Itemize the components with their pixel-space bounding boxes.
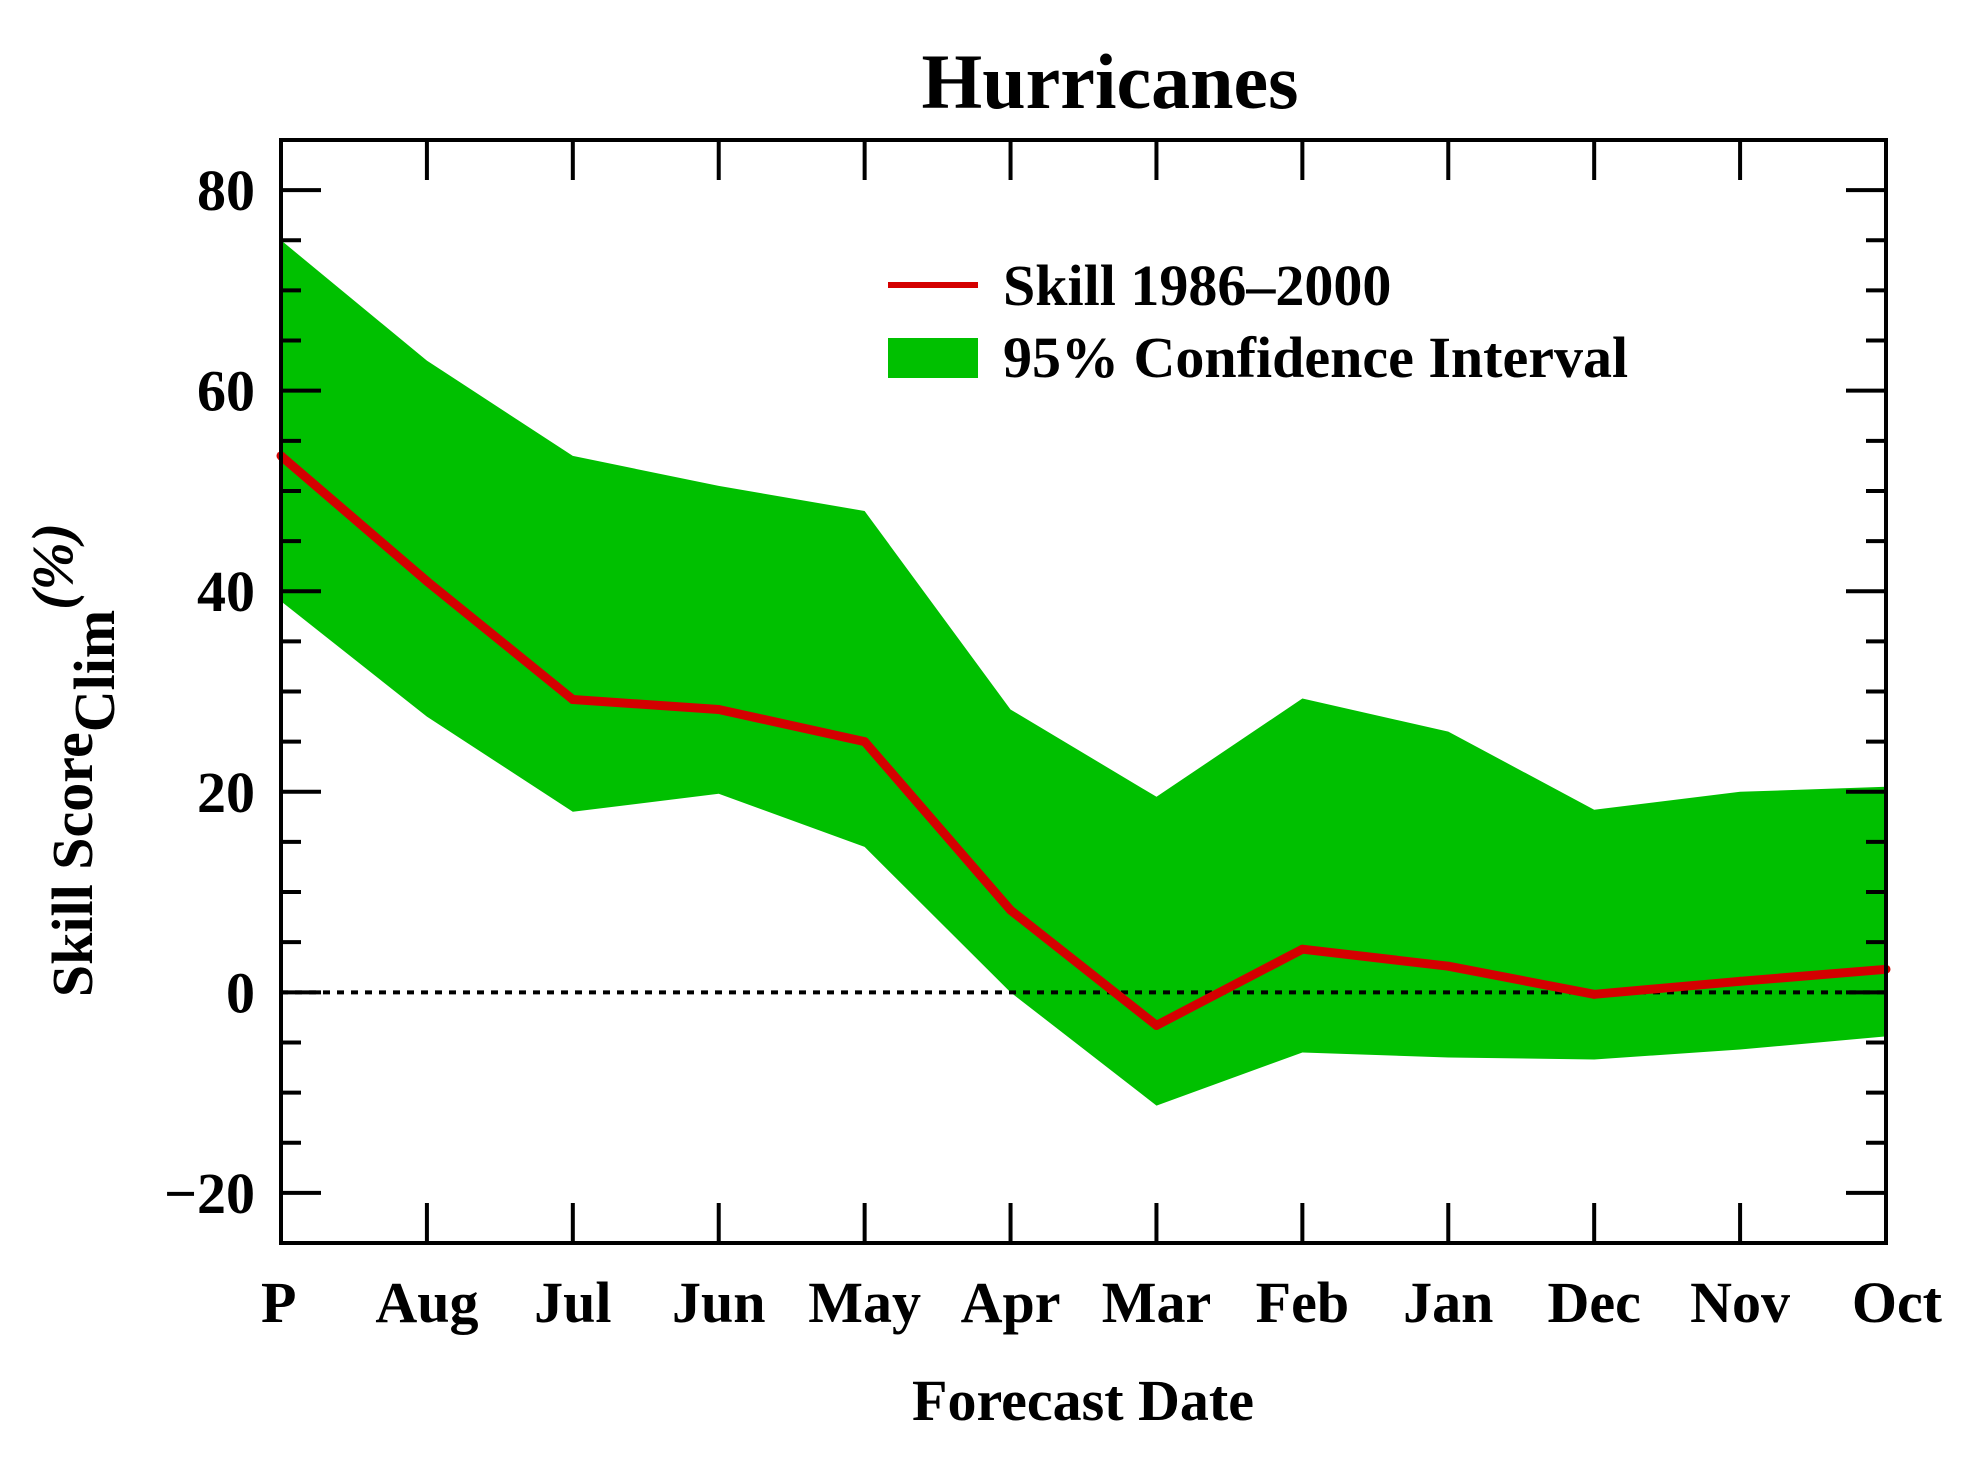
y-tick-label: 40 (197, 559, 255, 624)
y-axis-title-sub: Clim (62, 610, 127, 732)
x-tick-label-dec: Dec (1547, 1270, 1640, 1335)
skill-point-apr (1006, 905, 1016, 915)
x-axis-title: Forecast Date (912, 1368, 1254, 1433)
legend-label-confidence: 95% Confidence Interval (1003, 325, 1628, 390)
x-tick-label-jun: Jun (672, 1270, 766, 1335)
skill-point-jan (1443, 961, 1453, 971)
skill-point-feb (1297, 944, 1307, 954)
skill-point-nov (1735, 976, 1745, 986)
skill-line-layer (276, 451, 1891, 1030)
legend-label-skill: Skill 1986–2000 (1003, 253, 1391, 318)
x-tick-label-jan: Jan (1403, 1270, 1493, 1335)
x-tick-label-mar: Mar (1102, 1270, 1212, 1335)
skill-point-jul (568, 695, 578, 705)
skill-point-aug (422, 576, 432, 586)
legend-band-swatch (888, 338, 978, 378)
skill-point-dec (1589, 989, 1599, 999)
x-tick-label-p: P (261, 1270, 296, 1335)
legend: Skill 1986–2000 95% Confidence Interval (888, 253, 1628, 390)
confidence-band (281, 240, 1886, 1106)
skill-point-may (860, 737, 870, 747)
y-axis-title-main: Skill Score (40, 732, 105, 997)
y-ticks: −20 0 20 40 60 80 (164, 158, 1886, 1226)
x-ticks: P Aug Jul Jun May Apr Mar Feb Jan Dec Nov Oct (261, 140, 1943, 1335)
x-tick-label-aug: Aug (375, 1270, 478, 1335)
y-tick-label: 80 (197, 158, 255, 223)
x-tick-label-feb: Feb (1256, 1270, 1349, 1335)
x-tick-label-jul: Jul (534, 1270, 611, 1335)
x-tick-label-may: May (808, 1270, 921, 1335)
skill-point-mar (1151, 1020, 1161, 1030)
x-tick-label-oct: Oct (1852, 1270, 1943, 1335)
x-tick-label-nov: Nov (1690, 1270, 1790, 1335)
y-tick-label: 20 (197, 760, 255, 825)
confidence-band-layer (281, 240, 1886, 1106)
y-axis-title-unit: (%) (20, 523, 85, 610)
y-tick-label: 60 (197, 359, 255, 424)
y-tick-label: −20 (164, 1161, 255, 1226)
skill-series-line-0 (278, 452, 1887, 1030)
x-tick-label-apr: Apr (961, 1270, 1061, 1335)
y-tick-label: 0 (226, 960, 255, 1025)
skill-point-jun (714, 705, 724, 715)
chart-title: Hurricanes (922, 38, 1299, 125)
y-axis-title: Skill ScoreClim(%) (20, 523, 127, 997)
